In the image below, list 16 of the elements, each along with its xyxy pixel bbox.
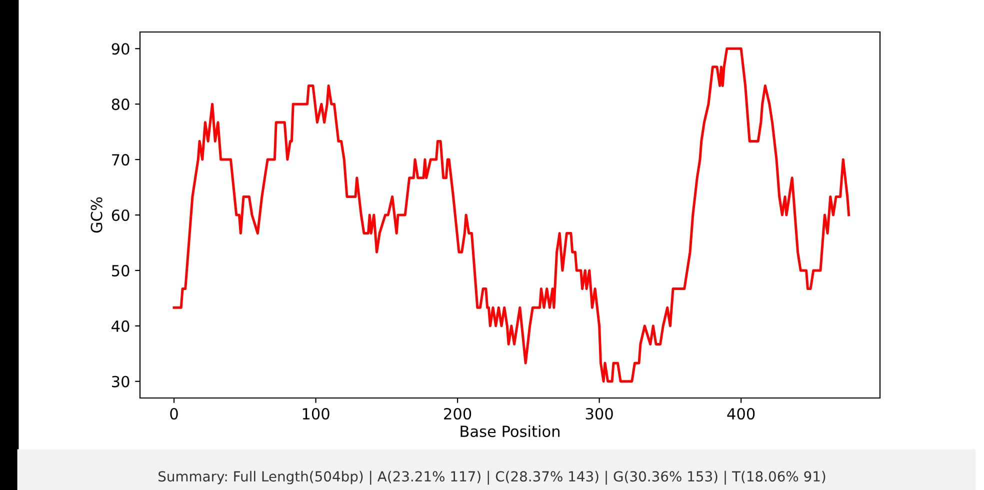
line-series — [172, 47, 850, 383]
y-tick-label: 80 — [112, 98, 130, 110]
y-tick-label: 50 — [112, 264, 130, 276]
y-tick-label: 90 — [112, 43, 130, 55]
y-axis-title: GC% — [90, 197, 102, 233]
x-tick-label: 400 — [727, 408, 755, 420]
x-tick-label: 0 — [170, 408, 178, 420]
y-tick-label: 40 — [112, 320, 130, 332]
x-tick-label: 300 — [586, 408, 613, 420]
x-tick-label: 100 — [302, 408, 330, 420]
y-tick-label: 70 — [112, 154, 130, 166]
y-tick-label: 60 — [112, 209, 130, 222]
y-tick-label: 30 — [112, 376, 130, 388]
text: Summary: Full Length(504bp) | A(23.21% 117) | C(28.37% 143) | G(30.36% 153) | T(18.06% 91) — [158, 470, 826, 485]
x-axis-title: Base Position — [460, 425, 560, 438]
x-tick-label: 200 — [444, 408, 472, 420]
